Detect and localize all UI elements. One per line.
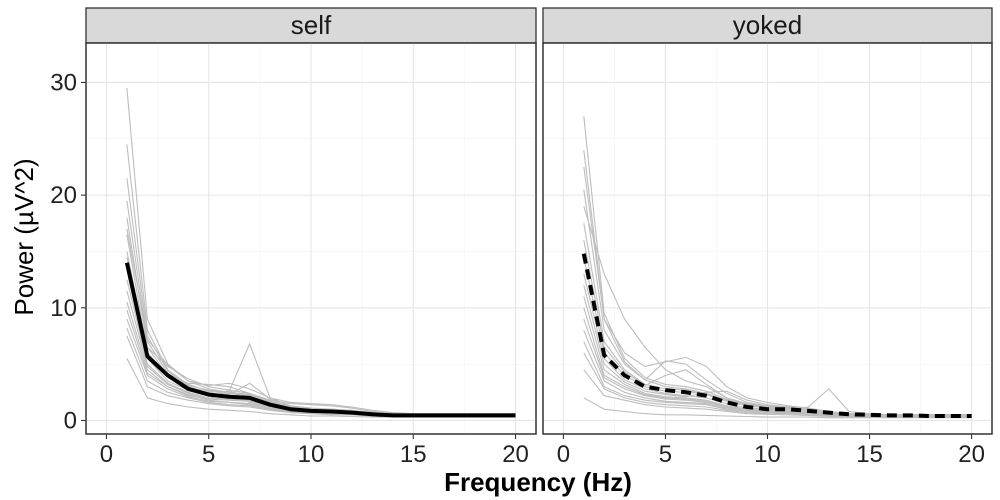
y-tick-label: 20 <box>50 182 77 209</box>
x-tick-label: 20 <box>502 441 529 468</box>
y-tick-label: 10 <box>50 295 77 322</box>
gridlines <box>86 43 536 434</box>
x-tick-label: 0 <box>100 441 113 468</box>
panel-self: self 0 5 10 15 20 <box>85 7 537 468</box>
x-tick-label: 10 <box>754 441 781 468</box>
x-tick-label: 15 <box>856 441 883 468</box>
x-tick-label: 5 <box>202 441 215 468</box>
y-axis-title: Power (µV^2) <box>9 158 39 315</box>
x-tick-label: 15 <box>400 441 427 468</box>
subject-series-line <box>583 397 972 419</box>
x-tick-label: 0 <box>557 441 570 468</box>
panel-yoked: yoked 0 5 10 15 20 <box>542 7 993 468</box>
facet-strip <box>85 7 537 44</box>
y-tick-label: 30 <box>50 69 77 96</box>
facet-strip-label: self <box>291 10 332 40</box>
mean-series-line <box>124 262 516 418</box>
facet-strip <box>542 7 993 44</box>
facet-strip-label: yoked <box>733 10 802 40</box>
x-tick-label: 5 <box>659 441 672 468</box>
x-axis-title: Frequency (Hz) <box>444 467 632 497</box>
mean-series-line <box>581 253 972 418</box>
y-axis: 0 10 20 30 <box>50 69 86 434</box>
y-tick-label: 0 <box>64 407 77 434</box>
x-tick-label: 10 <box>298 441 325 468</box>
x-tick-label: 20 <box>958 441 985 468</box>
gridlines <box>543 43 992 434</box>
